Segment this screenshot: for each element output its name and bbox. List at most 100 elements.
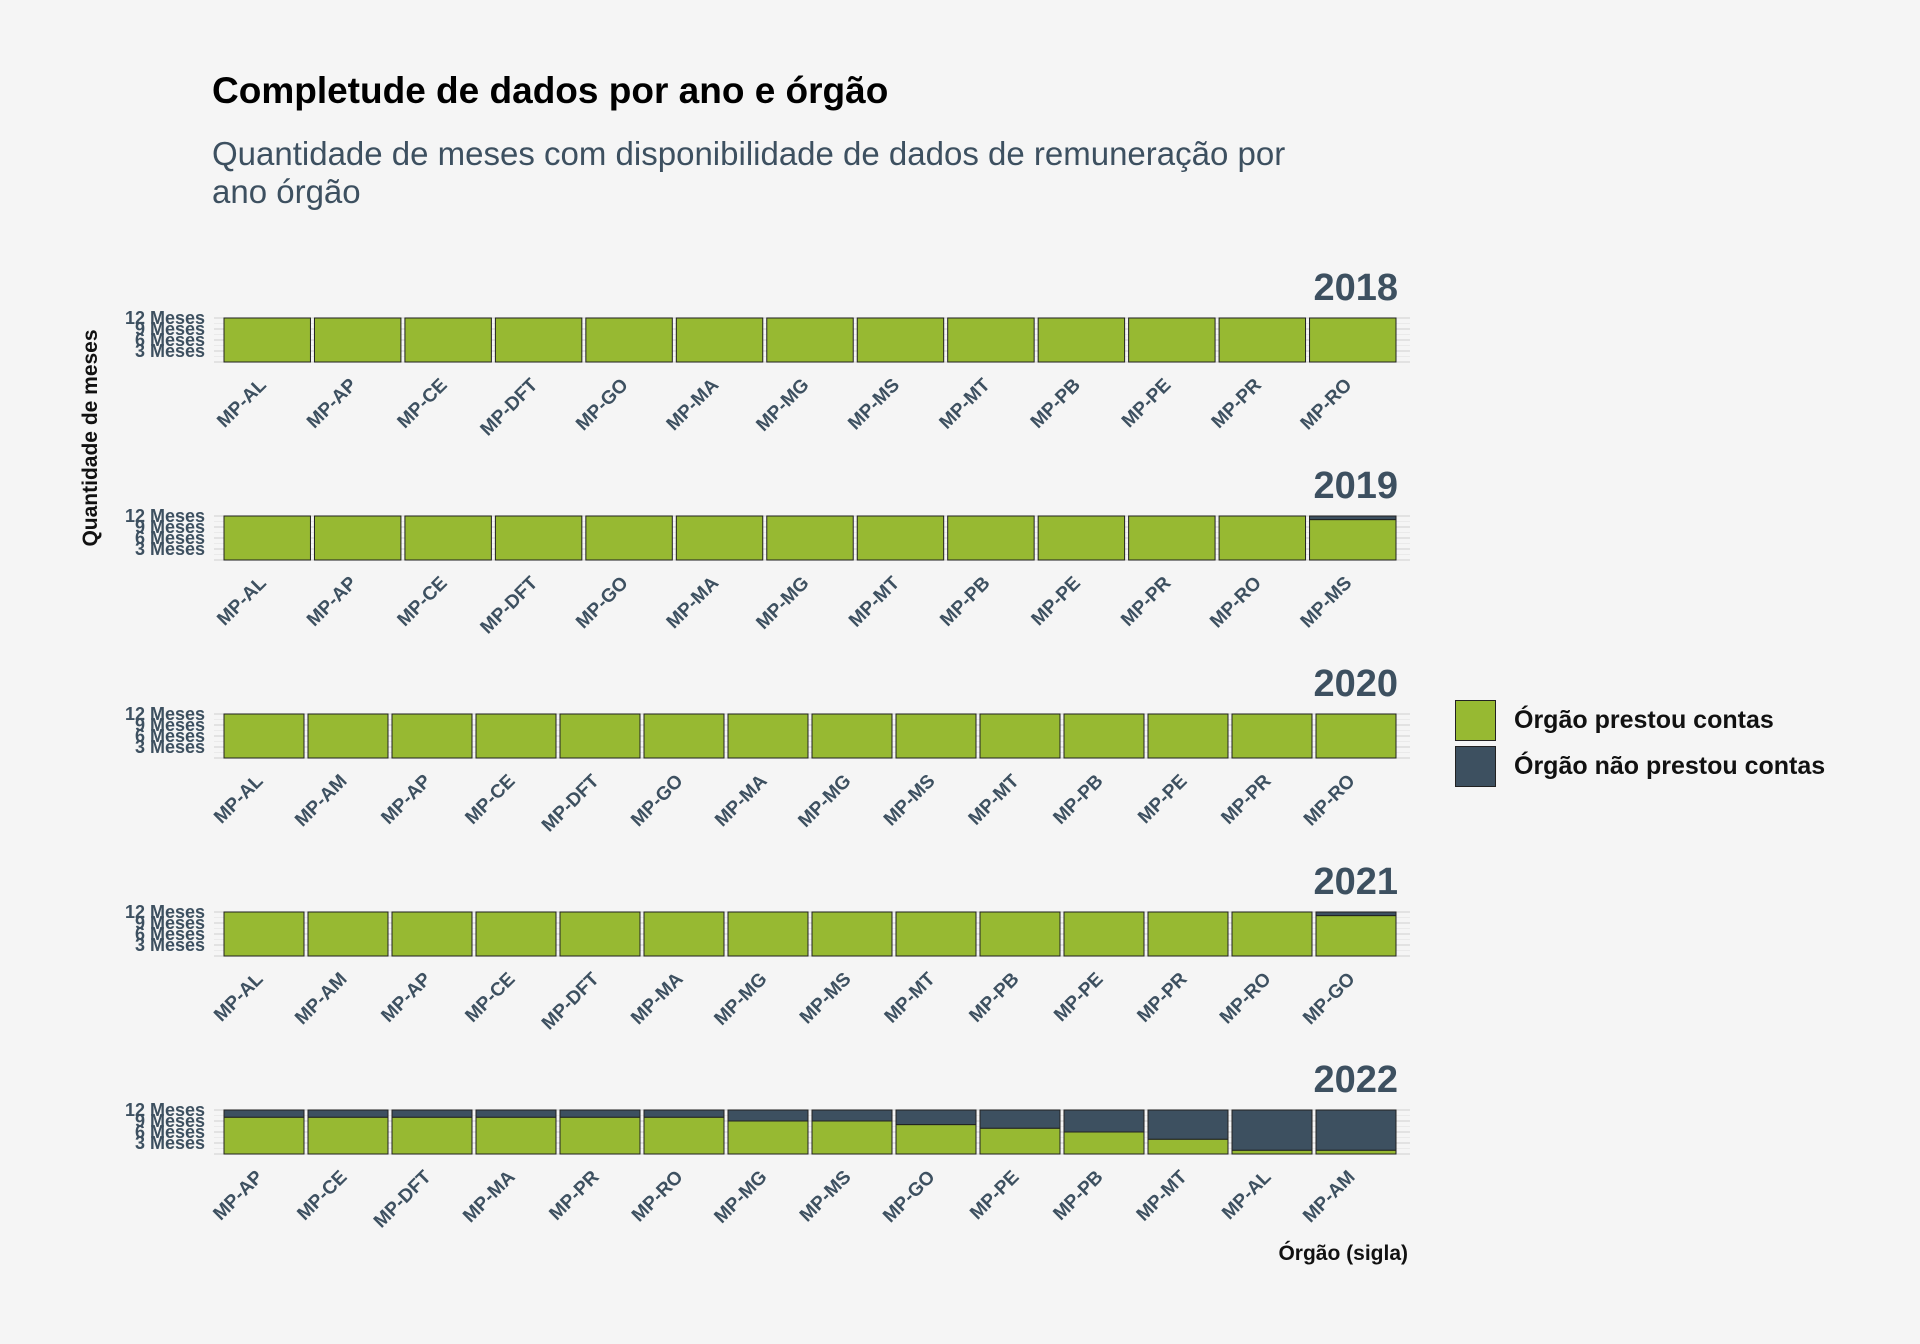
y-tick-label: 9 Meses	[135, 913, 205, 933]
x-tick-label: MP-PR	[1133, 968, 1191, 1026]
y-tick-label: 6 Meses	[135, 924, 205, 944]
bar-reported	[475, 1116, 557, 1155]
x-tick-label: MP-DFT	[477, 374, 543, 440]
bar-reported	[643, 713, 725, 759]
x-tick-label: MP-MG	[710, 969, 771, 1030]
y-tick-label: 3 Meses	[135, 737, 205, 757]
x-tick-label: MP-MG	[752, 375, 813, 436]
bar-reported	[1063, 1131, 1145, 1155]
x-tick-label: MP-PR	[1117, 572, 1175, 630]
y-tick-label: 3 Meses	[135, 935, 205, 955]
x-tick-label: MP-MT	[881, 968, 940, 1027]
x-tick-label: MP-AL	[210, 770, 268, 828]
x-tick-label: MP-DFT	[538, 968, 604, 1034]
bar-reported	[559, 1116, 641, 1155]
x-tick-label: MP-DFT	[477, 572, 543, 638]
x-tick-label: MP-AP	[377, 968, 435, 1026]
bar-reported	[307, 911, 389, 957]
x-tick-label: MP-RO	[1206, 573, 1266, 633]
bar-reported	[811, 1120, 893, 1155]
bar-reported	[856, 515, 945, 561]
bar-reported	[979, 1127, 1061, 1155]
x-tick-label: MP-MG	[710, 1167, 771, 1228]
bar-reported	[1309, 317, 1397, 363]
x-tick-label: MP-RO	[1216, 969, 1276, 1029]
bar-reported	[313, 317, 402, 363]
y-tick-label: 9 Meses	[135, 1111, 205, 1131]
y-tick-label: 12 Meses	[125, 506, 205, 526]
bar-reported	[1128, 515, 1216, 561]
x-tick-label: MP-CE	[461, 771, 519, 829]
bar-reported	[1218, 515, 1307, 561]
facet-year-label: 2018	[1313, 267, 1398, 309]
x-tick-label: MP-MA	[663, 374, 724, 435]
bar-not-reported	[1315, 1109, 1397, 1151]
bar-reported	[766, 317, 854, 363]
legend: Órgão prestou contas Órgão não prestou c…	[1455, 697, 1825, 789]
bar-reported	[404, 317, 492, 363]
bar-reported	[1147, 1138, 1229, 1155]
x-tick-label: MP-DFT	[538, 770, 604, 836]
chart-subtitle: Quantidade de meses com disponibilidade …	[212, 135, 1286, 210]
x-tick-label: MP-AM	[1299, 1167, 1359, 1227]
bar-not-reported	[1231, 1109, 1313, 1151]
bar-reported	[727, 713, 809, 759]
y-tick-label: 6 Meses	[135, 726, 205, 746]
bar-reported	[675, 317, 764, 363]
x-tick-label: MP-PE	[1134, 771, 1191, 828]
bar-reported	[585, 317, 673, 363]
x-tick-label: MP-MS	[880, 771, 940, 831]
bar-reported	[1315, 713, 1397, 759]
bar-reported	[475, 713, 557, 759]
legend-item-reported: Órgão prestou contas	[1455, 697, 1825, 743]
x-tick-label: MP-MG	[794, 771, 855, 832]
y-tick-label: 9 Meses	[135, 517, 205, 537]
bar-reported	[391, 713, 473, 759]
bar-reported	[223, 317, 311, 363]
bar-reported	[391, 911, 473, 957]
bar-reported	[307, 1116, 389, 1155]
y-tick-label: 12 Meses	[125, 704, 205, 724]
x-tick-label: MP-MS	[796, 1167, 856, 1227]
bar-reported	[391, 1116, 473, 1155]
y-tick-label: 9 Meses	[135, 319, 205, 339]
bar-reported	[1315, 1149, 1397, 1155]
x-tick-label: MP-RO	[628, 1167, 688, 1227]
bar-reported	[559, 713, 641, 759]
x-tick-label: MP-GO	[879, 1167, 939, 1227]
x-tick-label: MP-PB	[1049, 771, 1107, 829]
x-tick-label: MP-MG	[752, 573, 813, 634]
bar-reported	[585, 515, 673, 561]
x-tick-label: MP-PR	[1217, 770, 1275, 828]
y-tick-label: 12 Meses	[125, 308, 205, 328]
bar-not-reported	[895, 1109, 977, 1126]
y-tick-label: 6 Meses	[135, 528, 205, 548]
legend-swatch-not-reported	[1455, 745, 1496, 787]
y-tick-label: 3 Meses	[135, 539, 205, 559]
bar-not-reported	[1315, 911, 1397, 917]
x-tick-label: MP-GO	[1299, 969, 1359, 1029]
x-tick-label: MP-AP	[209, 1166, 267, 1224]
bar-reported	[856, 317, 945, 363]
bar-reported	[559, 911, 641, 957]
bar-reported	[475, 911, 557, 957]
bar-reported	[643, 911, 725, 957]
bar-not-reported	[1063, 1109, 1145, 1133]
x-tick-label: MP-MA	[711, 770, 772, 831]
bar-reported	[643, 1116, 725, 1155]
bar-reported	[307, 713, 389, 759]
bar-reported	[811, 713, 893, 759]
bar-not-reported	[307, 1109, 389, 1118]
bar-not-reported	[475, 1109, 557, 1118]
x-tick-label: MP-MT	[965, 770, 1024, 829]
x-tick-label: MP-AL	[210, 968, 268, 1026]
x-tick-label: MP-PR	[1208, 374, 1266, 432]
x-tick-label: MP-CE	[394, 573, 452, 631]
bar-not-reported	[559, 1109, 641, 1118]
x-tick-label: MP-MT	[845, 572, 904, 631]
bar-reported	[979, 911, 1061, 957]
bar-reported	[1218, 317, 1307, 363]
x-tick-label: MP-MA	[627, 968, 688, 1029]
x-tick-label: MP-DFT	[370, 1166, 436, 1232]
